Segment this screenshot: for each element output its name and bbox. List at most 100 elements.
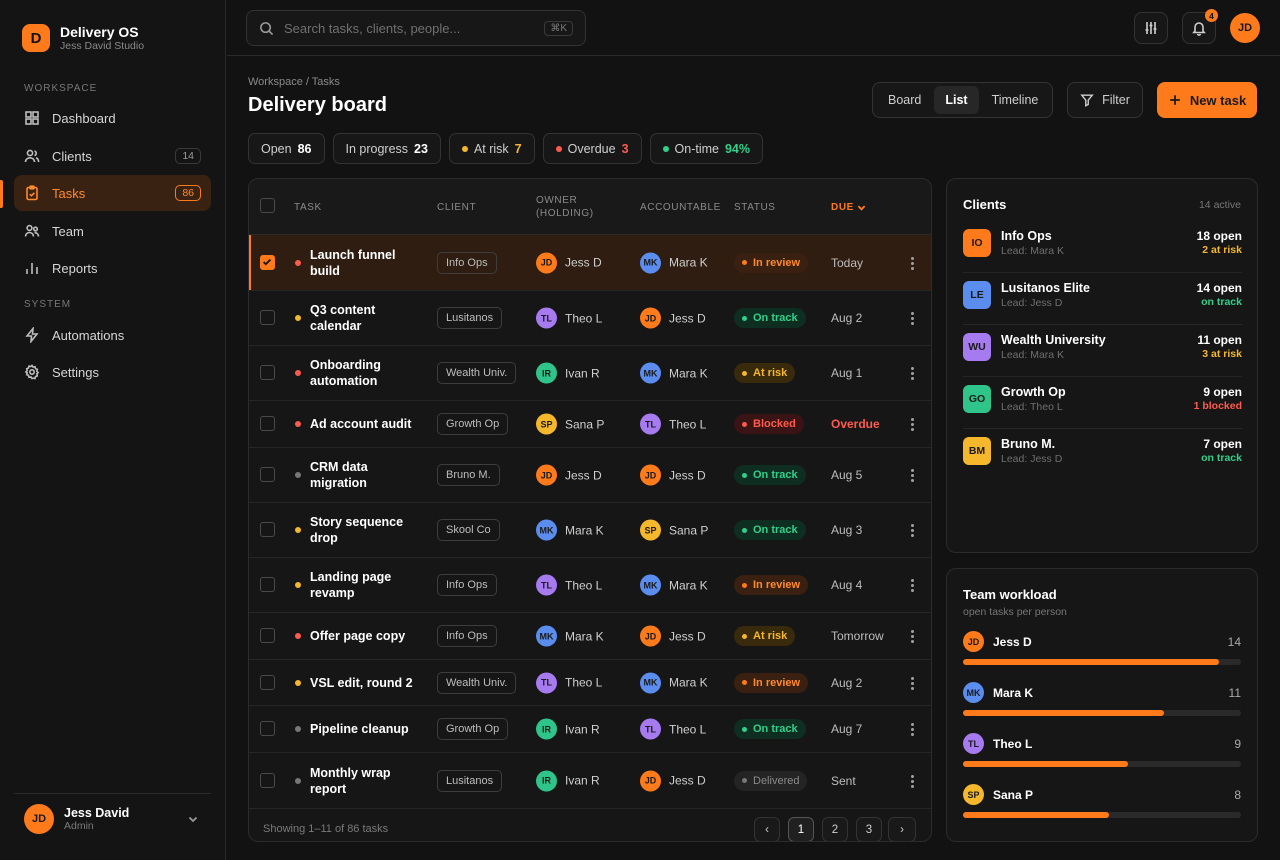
status-badge[interactable]: Blocked (734, 414, 804, 434)
accountable-cell[interactable]: JD Jess D (640, 464, 706, 486)
table-row[interactable]: Monthly wrap report Lusitanos IR Ivan R JD Je… (249, 753, 931, 809)
more-options-icon[interactable] (911, 468, 915, 482)
client-row[interactable]: IO Info Ops Lead: Mara K 18 open 2 at risk (963, 221, 1242, 273)
chevron-down-icon[interactable] (187, 813, 199, 825)
status-badge[interactable]: On track (734, 308, 806, 328)
owner-cell[interactable]: IR Ivan R (536, 362, 600, 384)
table-row[interactable]: Q3 content calendar Lusitanos TL Theo L JD Je… (249, 291, 931, 346)
stat-chip[interactable]: Open 86 (248, 133, 325, 164)
row-checkbox[interactable] (260, 467, 275, 482)
client-tag[interactable]: Lusitanos (437, 307, 503, 329)
accountable-cell[interactable]: MK Mara K (640, 362, 708, 384)
stat-chip[interactable]: At risk 7 (448, 133, 535, 164)
table-row[interactable]: CRM data migration Bruno M. JD Jess D JD Jess… (249, 448, 931, 503)
new-task-button[interactable]: New task (1157, 82, 1257, 118)
owner-cell[interactable]: TL Theo L (536, 672, 602, 693)
column-header-client[interactable]: CLIENT (437, 202, 477, 213)
task-name[interactable]: Landing page revamp (310, 570, 392, 600)
task-name[interactable]: VSL edit, round 2 (310, 675, 413, 690)
row-checkbox[interactable] (260, 674, 275, 690)
client-row[interactable]: WU Wealth University Lead: Mara K 11 open 3 … (963, 325, 1242, 377)
client-tag[interactable]: Info Ops (437, 251, 497, 274)
row-checkbox[interactable] (260, 365, 275, 380)
column-header-owner[interactable]: OWNER (HOLDING) (536, 194, 594, 220)
table-row[interactable]: Story sequence drop Skool Co MK Mara K SP San… (249, 503, 931, 558)
accountable-cell[interactable]: JD Jess D (640, 625, 706, 647)
more-options-icon[interactable] (911, 578, 915, 592)
sidebar-item-dashboard[interactable]: Dashboard (14, 100, 211, 136)
sidebar-item-reports[interactable]: Reports (14, 250, 211, 286)
more-options-icon[interactable] (911, 676, 915, 690)
table-row[interactable]: Landing page revamp Info Ops TL Theo L MK Mar… (249, 558, 931, 613)
status-badge[interactable]: In review (734, 672, 809, 693)
accountable-cell[interactable]: SP Sana P (640, 519, 708, 541)
owner-cell[interactable]: JD Jess D (536, 464, 602, 486)
status-badge[interactable]: On track (734, 465, 806, 485)
client-tag[interactable]: Info Ops (437, 574, 497, 596)
client-tag[interactable]: Info Ops (437, 625, 497, 647)
row-checkbox[interactable] (260, 577, 275, 592)
client-tag[interactable]: Wealth Univ. (437, 671, 517, 694)
task-name[interactable]: Story sequence drop (310, 515, 404, 545)
stat-chip[interactable]: Overdue 3 (542, 133, 642, 164)
more-options-icon[interactable] (911, 774, 915, 788)
client-tag[interactable]: Growth Op (437, 413, 509, 435)
select-all-checkbox[interactable] (260, 198, 275, 213)
settings-sliders-button[interactable] (1134, 12, 1168, 44)
more-options-icon[interactable] (911, 523, 915, 537)
status-badge[interactable]: Delivered (734, 770, 808, 791)
task-name[interactable]: Pipeline cleanup (310, 722, 409, 736)
search-box[interactable]: ⌘K (246, 10, 586, 46)
column-header-task[interactable]: TASK (294, 202, 322, 213)
client-tag[interactable]: Bruno M. (437, 464, 500, 486)
column-header-status[interactable]: STATUS (734, 202, 776, 213)
table-row[interactable]: Onboarding automation Wealth Univ. IR Ivan … (249, 346, 931, 401)
accountable-cell[interactable]: MK Mara K (640, 574, 708, 596)
owner-cell[interactable]: MK Mara K (536, 625, 604, 647)
sidebar-item-tasks[interactable]: Tasks 86 (14, 175, 211, 211)
row-checkbox[interactable] (260, 254, 275, 270)
client-row[interactable]: LE Lusitanos Elite Lead: Jess D 14 open on t… (963, 273, 1242, 325)
column-header-accountable[interactable]: ACCOUNTABLE (640, 202, 721, 213)
row-checkbox[interactable] (260, 522, 275, 537)
owner-cell[interactable]: MK Mara K (536, 519, 604, 541)
client-row[interactable]: GO Growth Op Lead: Theo L 9 open 1 blocked (963, 377, 1242, 429)
filter-button[interactable]: Filter (1067, 82, 1143, 118)
task-name[interactable]: Offer page copy (310, 629, 406, 643)
task-name[interactable]: Onboarding automation (310, 358, 381, 388)
accountable-cell[interactable]: JD Jess D (640, 770, 706, 791)
brand[interactable]: D Delivery OS Jess David Studio (22, 24, 144, 52)
accountable-cell[interactable]: MK Mara K (640, 252, 708, 273)
task-name[interactable]: CRM data migration (310, 460, 368, 490)
owner-cell[interactable]: TL Theo L (536, 307, 602, 329)
status-badge[interactable]: At risk (734, 626, 796, 646)
page-button[interactable]: 3 (856, 817, 882, 841)
page-button[interactable]: 2 (822, 817, 848, 841)
more-options-icon[interactable] (911, 722, 915, 736)
table-row[interactable]: Offer page copy Info Ops MK Mara K JD Jess D A… (249, 613, 931, 660)
page-button[interactable]: 1 (788, 817, 814, 841)
owner-cell[interactable]: TL Theo L (536, 574, 602, 596)
status-badge[interactable]: At risk (734, 363, 796, 383)
task-name[interactable]: Ad account audit (310, 417, 412, 431)
more-options-icon[interactable] (911, 311, 915, 325)
user-profile-card[interactable]: JD Jess David Admin (14, 793, 211, 843)
status-badge[interactable]: In review (734, 575, 809, 595)
table-row[interactable]: VSL edit, round 2 Wealth Univ. TL Theo L MK M… (249, 660, 931, 706)
more-options-icon[interactable] (911, 417, 915, 431)
task-name[interactable]: Launch funnel build (310, 247, 396, 278)
row-checkbox[interactable] (260, 416, 275, 431)
sidebar-item-team[interactable]: Team (14, 213, 211, 249)
column-header-due[interactable]: DUE (831, 201, 866, 214)
status-badge[interactable]: On track (734, 520, 806, 540)
sidebar-item-automations[interactable]: Automations (14, 317, 211, 353)
owner-cell[interactable]: SP Sana P (536, 413, 604, 435)
task-name[interactable]: Q3 content calendar (310, 303, 376, 333)
accountable-cell[interactable]: TL Theo L (640, 413, 706, 435)
view-tab-list[interactable]: List (934, 86, 979, 114)
prev-page-button[interactable]: ‹ (754, 817, 780, 841)
stat-chip[interactable]: In progress 23 (332, 133, 441, 164)
more-options-icon[interactable] (911, 256, 915, 270)
search-input[interactable] (284, 20, 534, 36)
owner-cell[interactable]: IR Ivan R (536, 718, 600, 740)
